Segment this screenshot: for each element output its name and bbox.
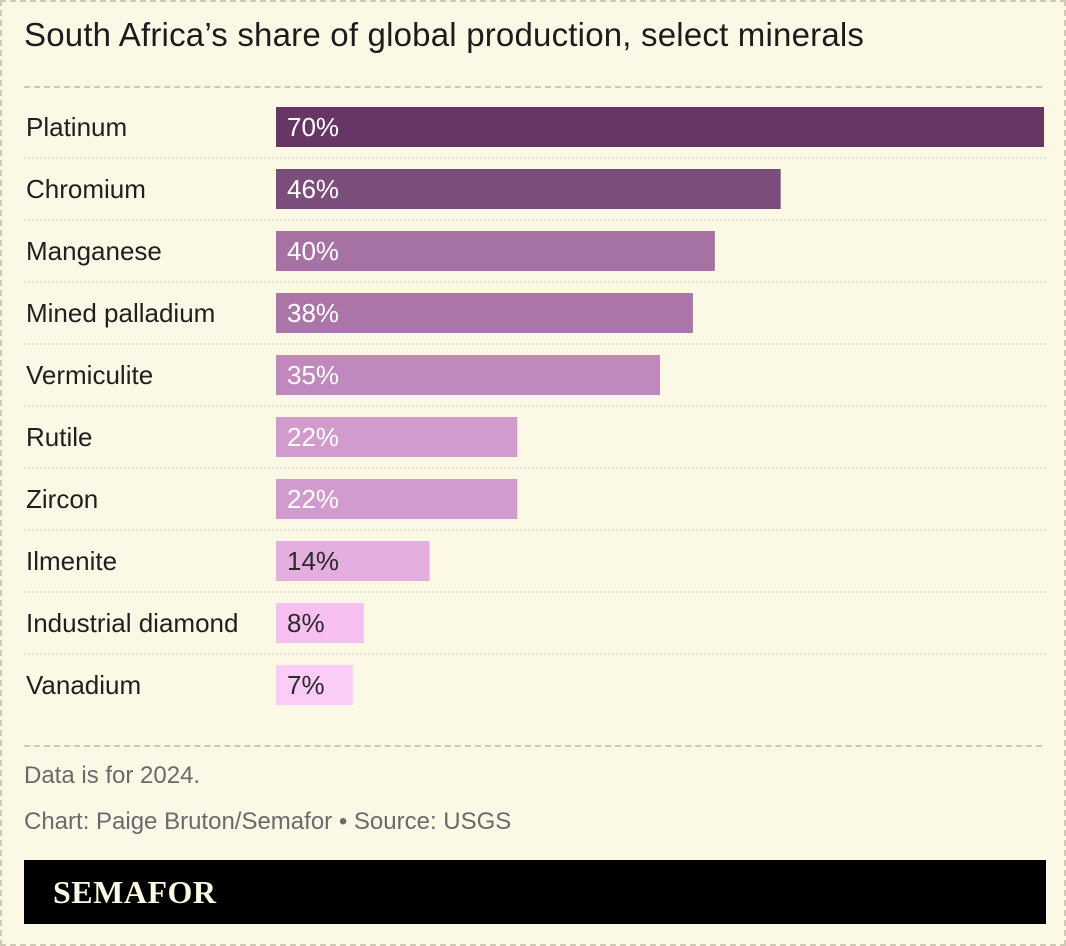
value-label-vermiculite: 35%: [287, 360, 339, 390]
semafor-logo: SEMAFOR: [53, 874, 217, 910]
chart-title: South Africa’s share of global productio…: [24, 16, 865, 53]
category-label-mined-palladium: Mined palladium: [26, 298, 215, 328]
bar-platinum: [276, 107, 1044, 147]
value-label-industrial-diamond: 8%: [287, 608, 325, 638]
value-label-zircon: 22%: [287, 484, 339, 514]
category-label-zircon: Zircon: [26, 484, 98, 514]
bar-rutile: [276, 417, 518, 457]
data-note: Data is for 2024.: [24, 762, 201, 789]
divider-top: [24, 86, 1042, 88]
bar-ilmenite: [276, 541, 430, 581]
value-label-platinum: 70%: [287, 112, 339, 142]
category-label-vanadium: Vanadium: [26, 670, 141, 700]
value-label-vanadium: 7%: [287, 670, 325, 700]
divider-bottom: [24, 745, 1042, 747]
value-label-chromium: 46%: [287, 174, 339, 204]
bar-vanadium: [276, 665, 353, 705]
value-label-mined-palladium: 38%: [287, 298, 339, 328]
footer-bar: SEMAFOR: [24, 860, 1046, 924]
bar-mined-palladium: [276, 293, 693, 333]
category-label-industrial-diamond: Industrial diamond: [26, 608, 238, 638]
bar-manganese: [276, 231, 715, 271]
bar-vermiculite: [276, 355, 660, 395]
category-label-vermiculite: Vermiculite: [26, 360, 153, 390]
category-label-manganese: Manganese: [26, 236, 162, 266]
bar-industrial-diamond: [276, 603, 364, 643]
category-label-ilmenite: Ilmenite: [26, 546, 117, 576]
source-credit: Chart: Paige Bruton/Semafor • Source: US…: [24, 808, 512, 835]
value-label-manganese: 40%: [287, 236, 339, 266]
category-label-chromium: Chromium: [26, 174, 146, 204]
value-label-rutile: 22%: [287, 422, 339, 452]
value-label-ilmenite: 14%: [287, 546, 339, 576]
bar-chart: Platinum 70% Chromium 46% Manganese 40% Mined …: [24, 107, 1046, 705]
bar-zircon: [276, 479, 518, 519]
category-label-platinum: Platinum: [26, 112, 127, 142]
bar-chromium: [276, 169, 781, 209]
category-label-rutile: Rutile: [26, 422, 92, 452]
